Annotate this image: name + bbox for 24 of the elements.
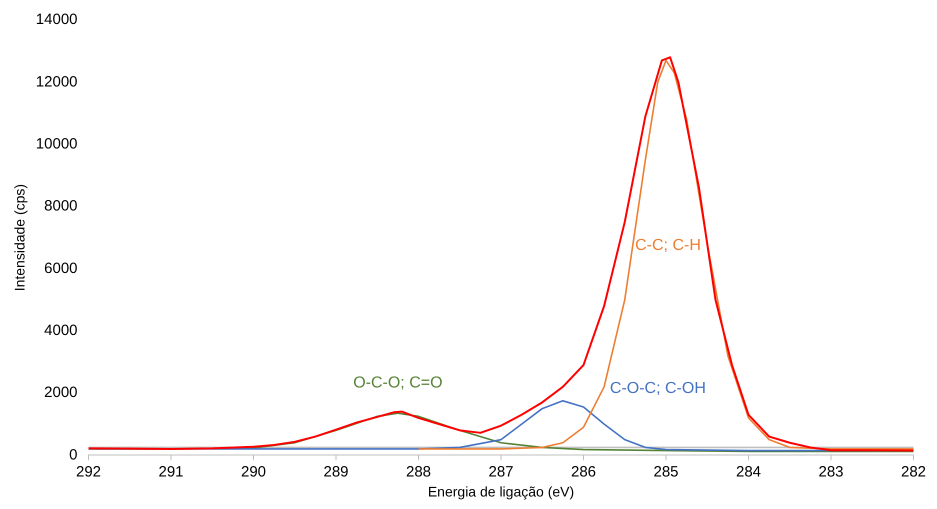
x-tick-label: 288 [406,463,432,480]
y-axis-title: Intensidade (cps) [11,184,28,292]
x-tick-label: 291 [158,463,184,480]
y-tick-label: 8000 [44,198,78,215]
x-axis-title: Energia de ligação (eV) [428,483,574,500]
series-label: C-C; C-H [635,236,701,254]
x-tick-label: 284 [736,463,762,480]
y-tick-label: 4000 [44,322,78,339]
x-tick-label: 285 [653,463,679,480]
y-tick-label: 0 [69,446,78,464]
x-tick-label: 283 [818,463,844,480]
x-tick-label: 292 [76,463,102,480]
y-tick-label: 2000 [44,384,78,402]
x-tick-label: 282 [900,463,926,480]
x-tick-label: 286 [570,463,596,480]
y-tick-label: 10000 [36,135,78,152]
y-tick-label: 12000 [36,73,78,90]
x-tick-label: 287 [488,463,514,480]
series-label: C-O-C; C-OH [610,380,706,398]
y-tick-label: 14000 [36,11,78,28]
x-tick-label: 290 [240,463,266,480]
y-tick-label: 6000 [44,260,78,277]
series-label: O-C-O; C=O [353,374,443,392]
x-tick-label: 289 [323,463,349,480]
